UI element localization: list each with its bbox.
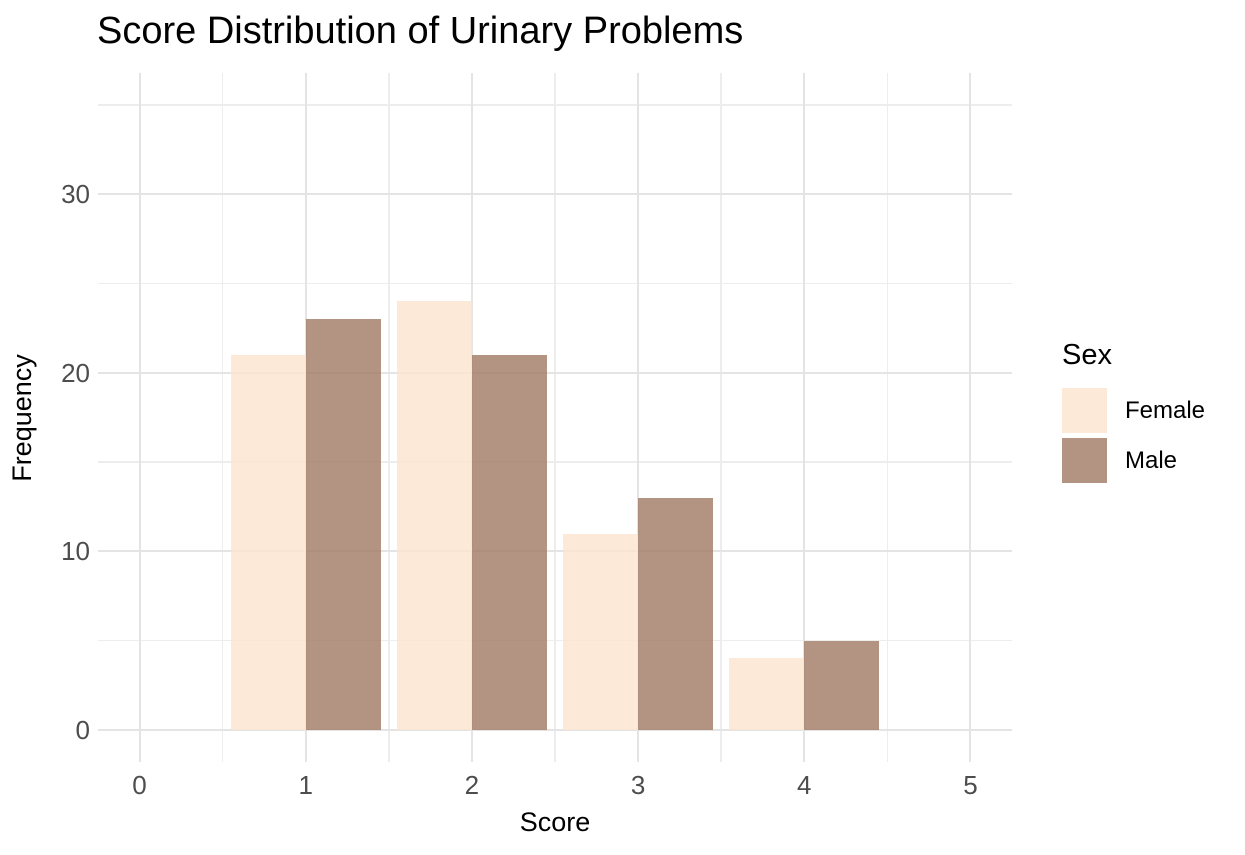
- gridline-x-minor: [388, 73, 390, 762]
- legend-items: Female Male: [1057, 388, 1205, 483]
- gridline-y-major: [98, 728, 1012, 731]
- x-axis-title: Score: [519, 807, 591, 837]
- gridline-y-major: [98, 550, 1012, 553]
- legend-key-male: [1062, 438, 1107, 483]
- gridline-y-major: [98, 371, 1012, 374]
- gridline-y-minor: [98, 639, 1012, 642]
- legend-label: Male: [1125, 446, 1178, 474]
- legend-label: Female: [1125, 396, 1206, 424]
- bar-female-3: [563, 533, 639, 730]
- legend-title: Sex: [1062, 339, 1112, 371]
- gridline-y-minor: [98, 282, 1012, 285]
- y-tick-label: 30: [61, 179, 90, 210]
- gridline-x-minor: [886, 73, 889, 762]
- gridline-x-major: [138, 73, 141, 762]
- gridline-y-minor: [98, 104, 1012, 106]
- x-tick-label: 2: [464, 770, 480, 800]
- bar-male-4: [804, 640, 880, 730]
- bar-male-2: [471, 355, 547, 730]
- chart-title: Score Distribution of Urinary Problems: [97, 10, 744, 52]
- gridline-x-major: [637, 73, 640, 762]
- gridline-y-major: [98, 193, 1012, 196]
- bar-female-2: [397, 301, 472, 730]
- y-tick-label: 0: [75, 714, 90, 745]
- y-tick-label: 20: [61, 357, 90, 388]
- gridline-x-major: [803, 73, 806, 762]
- legend-item-female: Female: [1057, 388, 1205, 433]
- gridline-x-minor: [554, 73, 556, 762]
- gridline-x-major: [969, 73, 972, 762]
- bar-female-4: [729, 658, 805, 730]
- x-tick-label: 3: [630, 770, 646, 800]
- gridline-x-minor: [221, 73, 224, 762]
- legend-key-female: [1062, 388, 1107, 433]
- y-tick-label: 10: [61, 536, 90, 567]
- x-tick-label: 5: [963, 770, 978, 800]
- legend: Sex Female Male: [1057, 338, 1205, 488]
- x-tick-label: 1: [298, 770, 313, 800]
- gridline-y-minor: [98, 461, 1012, 463]
- plot-panel: [98, 73, 1012, 762]
- legend-item-male: Male: [1057, 438, 1205, 483]
- y-axis-title: Frequency: [7, 354, 37, 482]
- bar-female-1: [230, 355, 306, 730]
- bar-male-1: [305, 319, 381, 730]
- bar-male-3: [638, 497, 713, 730]
- x-tick-label: 0: [132, 770, 147, 800]
- x-tick-label: 4: [797, 770, 812, 800]
- gridline-x-minor: [720, 73, 722, 762]
